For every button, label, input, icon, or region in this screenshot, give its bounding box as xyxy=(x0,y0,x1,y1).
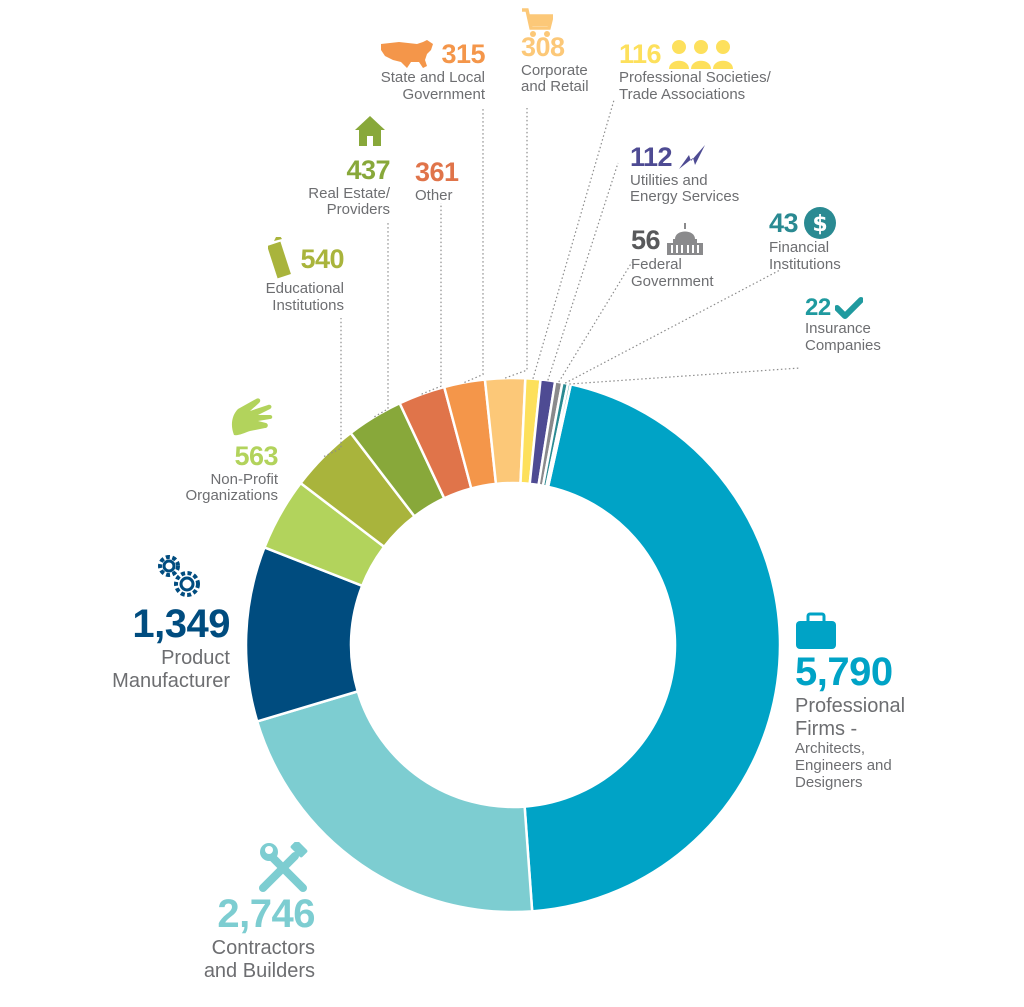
category-product-manufacturer-line2: Manufacturer xyxy=(112,670,230,693)
sublabel-professional-firms-line1: Architects, xyxy=(795,740,866,758)
category-product-manufacturer-line1: Product xyxy=(161,647,230,670)
leader-line-financial-institutions xyxy=(564,269,781,384)
value-non-profit: 563 xyxy=(234,441,278,471)
value-real-estate: 437 xyxy=(346,155,390,185)
checkmark-icon xyxy=(835,296,864,320)
category-state-local-line1: State and Local xyxy=(380,69,485,86)
label-insurance: 22 Insurance Companies xyxy=(805,294,915,355)
leader-line-utilities-and-energy-services xyxy=(547,162,619,381)
category-professional-societies-line2: Trade Associations xyxy=(619,85,746,103)
category-federal-line2: Government xyxy=(631,272,714,290)
category-insurance-line2: Companies xyxy=(805,337,881,355)
dollar-icon: $ xyxy=(803,206,837,240)
shopping-cart-icon xyxy=(521,8,553,38)
category-educational-line2: Institutions xyxy=(272,296,344,314)
label-corporate: 308 Corporate and Retail xyxy=(521,8,621,96)
label-financial: 43 $ Financial Institutions xyxy=(769,206,879,274)
leader-line-professional-societies-trade-associations xyxy=(532,99,615,379)
category-corporate-line2: and Retail xyxy=(521,78,589,96)
leader-line-corporate-and-retail xyxy=(504,108,528,379)
house-icon xyxy=(354,115,386,147)
sublabel-professional-firms-line2: Engineers and xyxy=(795,757,892,775)
value-state-local: 315 xyxy=(441,38,485,69)
slice-contractors-and-builders xyxy=(255,689,534,914)
category-insurance-line1: Insurance xyxy=(805,320,871,338)
slice-insurance-companies xyxy=(544,382,573,489)
category-real-estate-line1: Real Estate/ xyxy=(308,184,390,202)
label-federal: 56 Federal Government xyxy=(631,223,751,291)
leader-line-other xyxy=(421,203,442,395)
lightning-icon xyxy=(677,143,707,171)
label-other: 361 Other xyxy=(415,157,485,204)
usa-map-icon xyxy=(379,38,437,70)
category-financial-line1: Financial xyxy=(769,239,830,256)
value-financial: 43 xyxy=(769,207,799,238)
category-state-local-line2: Government xyxy=(402,85,485,103)
sublabel-professional-firms-line3: Designers xyxy=(795,774,863,792)
briefcase-icon xyxy=(795,612,837,650)
label-educational: 540 Educational Institutions xyxy=(240,237,344,315)
category-other: Other xyxy=(415,186,453,204)
category-real-estate-line2: Providers xyxy=(326,201,390,219)
label-contractors: 2,746 Contractors and Builders xyxy=(150,842,315,983)
leader-line-state-and-local-government xyxy=(464,108,484,384)
value-contractors: 2,746 xyxy=(217,892,315,936)
svg-text:$: $ xyxy=(812,212,827,237)
category-professional-firms-line1: Professional xyxy=(795,695,906,718)
category-professional-firms-line2: Firms - xyxy=(795,718,858,741)
category-corporate-line1: Corporate xyxy=(521,61,588,79)
label-non-profit: 563 Non-Profit Organizations xyxy=(160,395,278,505)
tools-icon xyxy=(255,842,311,892)
category-federal-line1: Federal xyxy=(631,256,682,273)
label-state-local: 315 State and Local Government xyxy=(355,38,486,104)
value-insurance: 22 xyxy=(805,294,831,321)
value-utilities: 112 xyxy=(630,142,673,172)
slice-professional-firms xyxy=(523,382,782,913)
value-corporate: 308 xyxy=(521,32,565,62)
leader-line-insurance-companies xyxy=(569,367,801,385)
leader-line-educational-institutions xyxy=(323,318,342,457)
people-icon xyxy=(668,38,734,70)
capitol-icon xyxy=(665,223,705,257)
leader-line-federal-government xyxy=(558,261,633,383)
category-contractors-line2: and Builders xyxy=(203,960,315,983)
value-professional-firms: 5,790 xyxy=(795,650,893,694)
category-contractors-line1: Contractors xyxy=(211,937,315,960)
hand-icon xyxy=(228,395,274,439)
value-educational: 540 xyxy=(300,243,344,274)
category-educational-line1: Educational xyxy=(265,280,344,297)
category-professional-societies-line1: Professional Societies/ xyxy=(619,69,771,86)
value-federal: 56 xyxy=(631,224,661,255)
pencil-icon xyxy=(268,237,294,281)
label-real-estate: 437 Real Estate/ Providers xyxy=(290,115,390,219)
label-professional-societies: 116 Professional Societies/ Trade Associ… xyxy=(619,38,809,104)
leader-line-real-estate-providers xyxy=(374,222,389,418)
label-utilities: 112 Utilities and Energy Services xyxy=(630,142,780,206)
value-product-manufacturer: 1,349 xyxy=(132,602,230,646)
category-non-profit-line2: Organizations xyxy=(185,487,278,505)
value-other: 361 xyxy=(415,157,459,187)
category-financial-line2: Institutions xyxy=(769,255,841,273)
category-utilities-line1: Utilities and xyxy=(630,171,708,189)
label-product-manufacturer: 1,349 Product Manufacturer xyxy=(85,552,230,693)
value-professional-societies: 116 xyxy=(619,38,662,69)
category-non-profit-line1: Non-Profit xyxy=(210,470,278,488)
gears-icon xyxy=(155,552,203,600)
label-professional-firms: 5,790 Professional Firms - Architects, E… xyxy=(795,612,995,792)
category-utilities-line2: Energy Services xyxy=(630,188,740,206)
